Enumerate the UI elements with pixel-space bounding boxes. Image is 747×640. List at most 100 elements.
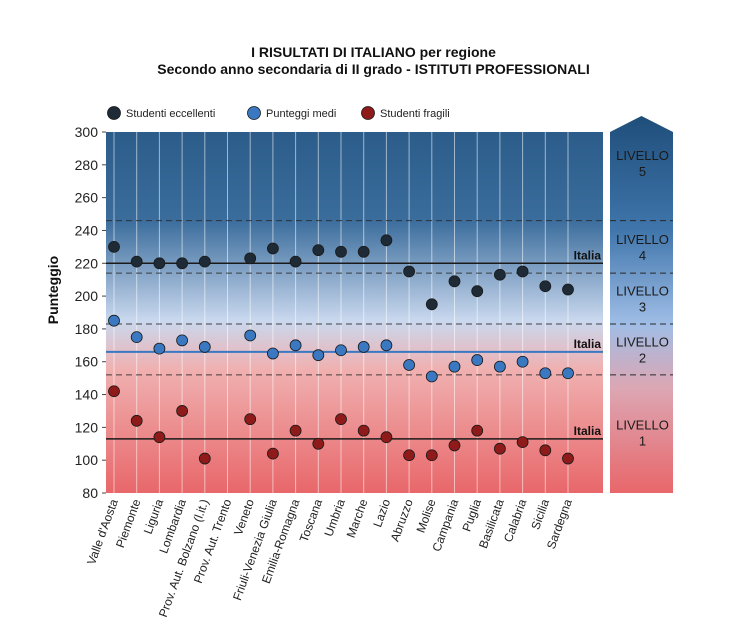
data-point — [130, 331, 143, 344]
y-axis-label: Punteggio — [45, 256, 61, 324]
legend-label: Studenti fragili — [380, 108, 450, 120]
reference-line-label: Italia — [574, 337, 602, 351]
data-point — [335, 344, 347, 357]
level-label: LIVELLO — [616, 232, 669, 247]
level-number: 4 — [639, 248, 646, 263]
y-tick-label: 260 — [75, 190, 99, 206]
data-point — [244, 413, 257, 426]
x-tick-label: Sicilia — [528, 497, 552, 532]
level-number: 5 — [639, 164, 646, 179]
x-tick-label: Puglia — [459, 497, 484, 533]
y-tick-label: 180 — [75, 321, 99, 337]
y-tick-label: 140 — [75, 387, 99, 403]
data-point — [198, 255, 211, 268]
data-point — [289, 424, 302, 437]
data-point — [448, 360, 461, 373]
x-tick-label: Molise — [414, 497, 439, 535]
legend-marker — [107, 106, 121, 120]
data-point — [448, 439, 461, 452]
data-point — [380, 339, 393, 352]
y-tick-label: 120 — [75, 419, 99, 435]
data-point — [108, 240, 120, 253]
level-number: 2 — [639, 350, 646, 365]
y-tick-label: 280 — [75, 157, 99, 173]
level-number: 1 — [639, 433, 646, 448]
data-point — [266, 447, 279, 460]
data-point — [198, 341, 211, 353]
data-point — [108, 385, 120, 398]
reference-line-label: Italia — [574, 248, 602, 262]
data-point — [471, 285, 484, 298]
chart-title-block: I RISULTATI DI ITALIANO per regione Seco… — [0, 44, 747, 78]
data-point — [493, 268, 506, 281]
data-point — [244, 252, 257, 265]
data-point — [471, 424, 484, 437]
data-point — [562, 452, 574, 465]
data-point — [516, 436, 529, 449]
data-point — [562, 367, 574, 380]
data-point — [357, 341, 370, 353]
data-point — [198, 452, 211, 465]
data-point — [176, 334, 189, 347]
data-point — [539, 444, 552, 457]
data-point — [448, 275, 461, 288]
level-label: LIVELLO — [616, 284, 669, 299]
level-label: LIVELLO — [616, 417, 669, 432]
data-point — [380, 431, 393, 444]
data-point — [176, 405, 189, 417]
y-tick-label: 240 — [75, 222, 99, 238]
data-point — [493, 442, 506, 455]
data-point — [289, 339, 302, 352]
y-tick-label: 80 — [82, 485, 98, 501]
data-point — [312, 437, 325, 450]
data-point — [425, 370, 438, 383]
legend-label: Studenti eccellenti — [126, 108, 215, 120]
x-tick-label: Valle d'Aosta — [84, 497, 121, 567]
data-point — [108, 314, 120, 327]
data-point — [471, 354, 484, 366]
legend-marker — [361, 106, 375, 120]
plot-background — [106, 132, 603, 493]
data-point — [403, 449, 416, 462]
data-point — [289, 255, 302, 268]
data-point — [266, 242, 279, 255]
reference-line-label: Italia — [574, 424, 602, 438]
data-point — [516, 355, 529, 368]
data-point — [335, 245, 347, 258]
data-point — [539, 280, 552, 293]
y-tick-label: 200 — [75, 288, 99, 304]
level-label: LIVELLO — [616, 334, 669, 349]
chart-subtitle: Secondo anno secondaria di II grado - IS… — [157, 61, 590, 77]
y-tick-label: 160 — [75, 354, 99, 370]
x-tick-label: Lazio — [370, 497, 393, 529]
data-point — [130, 255, 143, 268]
level-number: 3 — [639, 300, 646, 315]
y-tick-label: 300 — [75, 124, 99, 140]
data-point — [493, 360, 506, 373]
data-point — [380, 234, 393, 247]
data-point — [357, 245, 370, 258]
data-point — [244, 329, 257, 342]
data-point — [266, 347, 279, 360]
chart-title: I RISULTATI DI ITALIANO per regione — [251, 44, 496, 60]
data-point — [312, 244, 325, 257]
data-point — [403, 265, 416, 278]
data-point — [312, 349, 325, 362]
data-point — [562, 283, 574, 296]
data-point — [539, 367, 552, 380]
data-point — [357, 424, 370, 437]
data-point — [335, 413, 347, 426]
y-tick-label: 100 — [75, 452, 99, 468]
data-point — [153, 257, 166, 270]
level-label: LIVELLO — [616, 148, 669, 163]
data-point — [425, 298, 438, 311]
x-tick-label: Liguria — [141, 497, 167, 536]
legend-marker — [247, 106, 261, 120]
data-point — [425, 449, 438, 462]
data-point — [130, 414, 143, 427]
data-point — [176, 257, 189, 270]
data-point — [153, 431, 166, 444]
x-tick-label: Marche — [344, 497, 371, 540]
data-point — [403, 359, 416, 371]
